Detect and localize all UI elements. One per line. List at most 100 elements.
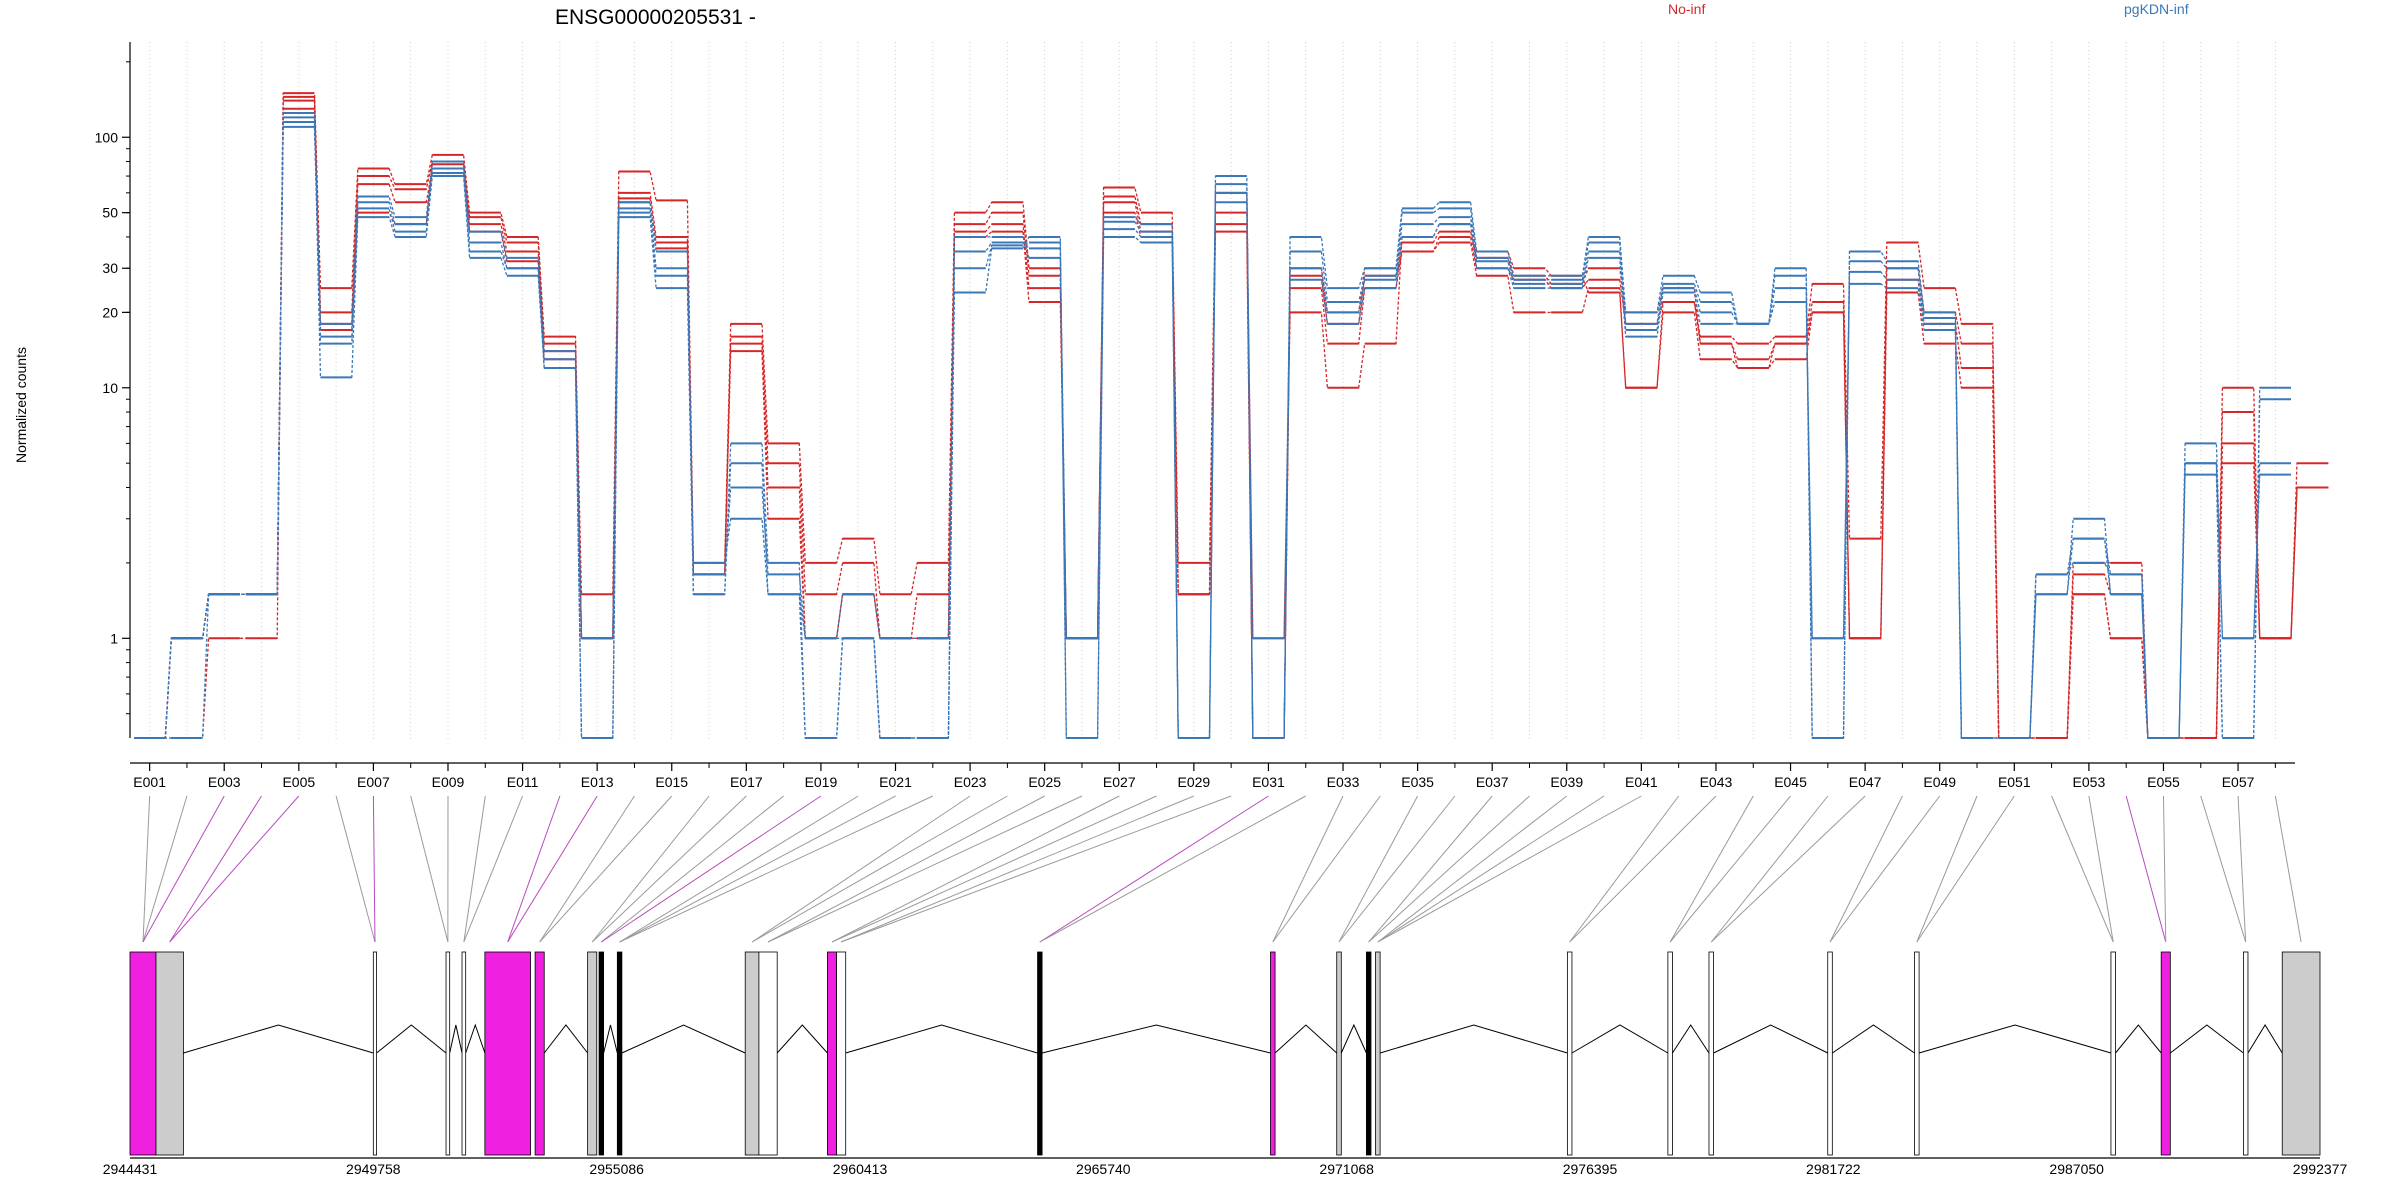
exon-block xyxy=(2281,951,2321,1156)
x-tick-label: E025 xyxy=(1028,774,1061,790)
x-tick-label: E027 xyxy=(1103,774,1136,790)
genomic-tick-label: 2987050 xyxy=(2049,1161,2104,1177)
intron xyxy=(449,1024,463,1054)
connector-line xyxy=(2274,795,2302,943)
x-axis: E001 E003 E005 E007 E009 E011 E013 E015 E017 E019… xyxy=(130,762,2295,790)
connector-line xyxy=(840,795,1232,943)
genomic-tick-label: 2965740 xyxy=(1076,1161,1131,1177)
intron xyxy=(2115,1024,2162,1054)
y-tick-label: 10 xyxy=(102,380,118,396)
y-tick-label: 1 xyxy=(110,630,118,646)
exon-block xyxy=(129,951,157,1156)
x-tick-label: E013 xyxy=(581,774,614,790)
connector-line xyxy=(169,795,262,943)
x-tick-label: E007 xyxy=(357,774,390,790)
intron xyxy=(2247,1024,2283,1054)
exon-block xyxy=(461,951,467,1156)
intron xyxy=(1340,1023,1367,1054)
connector-line xyxy=(1272,795,1344,943)
x-tick-label: E033 xyxy=(1327,774,1360,790)
connector-line xyxy=(840,795,1195,943)
connector-line xyxy=(539,795,635,943)
legend-no-inf: No-inf xyxy=(1668,1,1705,17)
connector-line xyxy=(1338,795,1419,943)
intron xyxy=(1041,1024,1271,1054)
connector-line xyxy=(539,795,673,943)
x-tick-label: E057 xyxy=(2222,774,2255,790)
connector-line xyxy=(767,795,1083,943)
exon-block xyxy=(616,951,623,1156)
x-tick-label: E051 xyxy=(1998,774,2031,790)
exon-block xyxy=(598,951,605,1156)
y-tick-label: 100 xyxy=(95,129,119,145)
connector-line xyxy=(1669,795,1791,943)
x-tick-label: E049 xyxy=(1923,774,1956,790)
intron xyxy=(376,1024,447,1054)
connector-line xyxy=(463,795,486,943)
connector-line xyxy=(169,795,300,943)
exon-block xyxy=(1336,951,1342,1156)
connector-line xyxy=(619,795,859,943)
x-tick-label: E015 xyxy=(655,774,688,790)
exon-block xyxy=(2110,951,2116,1156)
genomic-tick-label: 2971068 xyxy=(1319,1161,1374,1177)
connector-line xyxy=(751,795,1008,943)
intron xyxy=(776,1024,828,1054)
connector-line xyxy=(831,795,1157,943)
exon-block xyxy=(534,951,545,1156)
intron xyxy=(845,1024,1038,1054)
genomic-tick-label: 2944431 xyxy=(103,1161,158,1177)
connector-line xyxy=(1710,795,1866,943)
connector-line xyxy=(601,795,822,943)
connector-line xyxy=(463,795,524,943)
connector-line xyxy=(1569,795,1717,943)
genomic-tick-label: 2955086 xyxy=(589,1161,644,1177)
legend-pgkdn-inf: pgKDN-inf xyxy=(2124,1,2189,17)
exon-block xyxy=(758,951,778,1156)
y-axis: 1 10 20 30 50 100 xyxy=(95,42,131,738)
grid xyxy=(149,42,2276,740)
x-tick-label: E005 xyxy=(282,774,315,790)
x-tick-label: E039 xyxy=(1550,774,1583,790)
x-tick-label: E045 xyxy=(1774,774,1807,790)
exon-block xyxy=(1827,951,1833,1156)
connector-line xyxy=(767,795,1045,943)
genomic-tick-label: 2949758 xyxy=(346,1161,401,1177)
intron xyxy=(543,1024,589,1054)
connector-line xyxy=(1669,795,1754,943)
connector-line xyxy=(619,795,934,943)
connector-line xyxy=(1377,795,1642,943)
connector-line xyxy=(1569,795,1680,943)
connector-line xyxy=(1377,795,1605,943)
connector-line xyxy=(2200,795,2247,943)
x-tick-label: E001 xyxy=(133,774,166,790)
series-line-7-pgKDN-inf xyxy=(134,112,2291,739)
x-tick-label: E017 xyxy=(730,774,763,790)
x-tick-label: E019 xyxy=(805,774,838,790)
connector-line xyxy=(1829,795,1941,943)
intron xyxy=(1379,1024,1568,1054)
connector-line xyxy=(831,795,1120,943)
series-line-0-No-inf xyxy=(134,92,2329,739)
x-tick-label: E037 xyxy=(1476,774,1509,790)
intron xyxy=(465,1023,486,1054)
genomic-tick-label: 2981722 xyxy=(1806,1161,1861,1177)
exon-block xyxy=(2243,951,2249,1156)
connector-line xyxy=(1916,795,2015,943)
intron xyxy=(1918,1024,2112,1054)
connector-line xyxy=(591,795,710,943)
connector-line xyxy=(601,795,784,943)
intron xyxy=(1832,1024,1915,1054)
connector-line xyxy=(1272,795,1381,943)
x-tick-label: E031 xyxy=(1252,774,1285,790)
x-tick-label: E029 xyxy=(1178,774,1211,790)
connector-line xyxy=(1916,795,1978,943)
x-tick-label: E009 xyxy=(432,774,465,790)
intron xyxy=(1672,1024,1710,1054)
exon-block xyxy=(827,951,837,1156)
x-tick-label: E003 xyxy=(208,774,241,790)
exon-block xyxy=(587,951,598,1156)
connector-line xyxy=(2125,795,2167,943)
y-tick-label: 30 xyxy=(102,260,118,276)
genomic-tick-label: 2960413 xyxy=(833,1161,888,1177)
